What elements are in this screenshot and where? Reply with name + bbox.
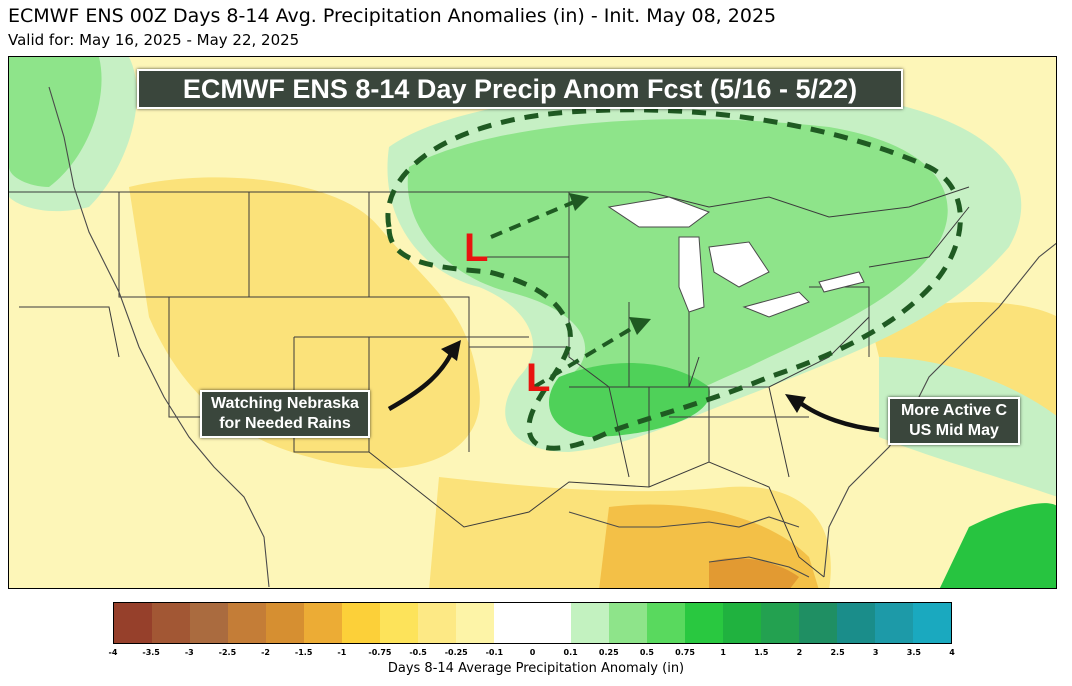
colorbar-tick-label: 2.5 [830,648,845,657]
forecast-map [8,56,1057,589]
colorbar-tick-label: -4 [108,648,118,657]
colorbar-swatch [608,603,647,643]
callout-nebraska-line2: for Needed Rains [219,415,351,432]
colorbar-swatch [266,603,305,643]
storm-track-arrowheads [569,193,651,335]
low-pressure-north: L [464,226,489,270]
colorbar-tick-label: 3.5 [906,648,921,657]
colorbar-tick-label: -2 [261,648,270,657]
colorbar-tick-label: 1.5 [754,648,769,657]
anomaly-fields [9,57,1056,588]
colorbar-swatch [912,603,952,643]
wet-atlantic-south [939,503,1056,588]
colorbar-swatch [114,603,153,643]
dry-atlantic [869,302,1056,417]
storm-track-arrows [490,200,636,389]
colorbar-tick-label: -3.5 [142,648,160,657]
colorbar-swatch [760,603,799,643]
colorbar-tick-label: -0.5 [409,648,427,657]
colorbar-tick-label: 3 [872,648,879,657]
colorbar-swatch [646,603,685,643]
colorbar-swatch [684,603,723,643]
colorbar-swatch [190,603,229,643]
colorbar-swatch [532,603,571,643]
colorbar-swatch [722,603,761,643]
callout-arrows [387,352,880,433]
colorbar-tick-label: 1 [720,648,726,657]
colorbar-swatch [874,603,913,643]
callout-active: More Active C US Mid May [888,397,1020,445]
callout-active-line2: US Mid May [909,422,999,439]
colorbar-tick-label: -1.5 [294,648,313,657]
chart-title: ECMWF ENS 00Z Days 8-14 Avg. Precipitati… [8,5,777,27]
colorbar-tick-label: -0.1 [485,648,504,657]
colorbar-tick-label: 0.5 [639,648,654,657]
colorbar-tick-label: 2 [796,648,803,657]
colorbar-tick-label: 0.1 [563,648,578,657]
colorbar-swatch [456,603,495,643]
colorbar-swatch [798,603,837,643]
colorbar-tick-label: 0 [529,648,536,657]
great-lakes [607,196,865,318]
callout-nebraska: Watching Nebraska for Needed Rains [200,390,370,438]
colorbar-tick-label: 0.75 [675,648,695,657]
colorbar-tick-label: 4 [949,648,955,657]
colorbar-swatch [836,603,875,643]
callout-active-line1: More Active C [900,402,1008,419]
colorbar-swatch [570,603,609,643]
colorbar-swatch [380,603,419,643]
colorbar-tick-label: -0.75 [368,648,392,657]
colorbar-swatch [494,603,533,643]
colorbar [113,602,952,644]
colorbar-tick-label: -3 [184,648,194,657]
colorbar-swatch [342,603,381,643]
map-canvas [9,57,1056,588]
callout-arrowheads [441,340,806,413]
valid-dates: Valid for: May 16, 2025 - May 22, 2025 [8,31,300,49]
state-boundaries [9,186,970,578]
low-pressure-south: L [526,356,551,400]
colorbar-ticks: -4 -3.5 -3 -2.5 -2 -1.5 -1 -0.75 -0.5 -0.25 -0.1 0 0… [109,648,955,660]
map-banner: ECMWF ENS 8-14 Day Precip Anom Fcst (5/1… [137,69,903,109]
wet-mid-south [549,363,710,437]
colorbar-swatch [418,603,457,643]
colorbar-swatch [152,603,191,643]
colorbar-tick-label: -0.25 [444,648,468,657]
wet-coast-bc [9,57,102,187]
colorbar-label: Days 8-14 Average Precipitation Anomaly … [387,661,685,676]
callout-nebraska-line1: Watching Nebraska [211,395,359,412]
wet-core [407,119,948,432]
wet-region-outline [385,107,963,451]
colorbar-tick-label: -2.5 [218,648,237,657]
colorbar-tick-label: 0.25 [598,648,619,657]
dry-florida [709,557,799,588]
colorbar-swatch [304,603,343,643]
colorbar-swatch [228,603,267,643]
colorbar-tick-label: -1 [337,648,347,657]
